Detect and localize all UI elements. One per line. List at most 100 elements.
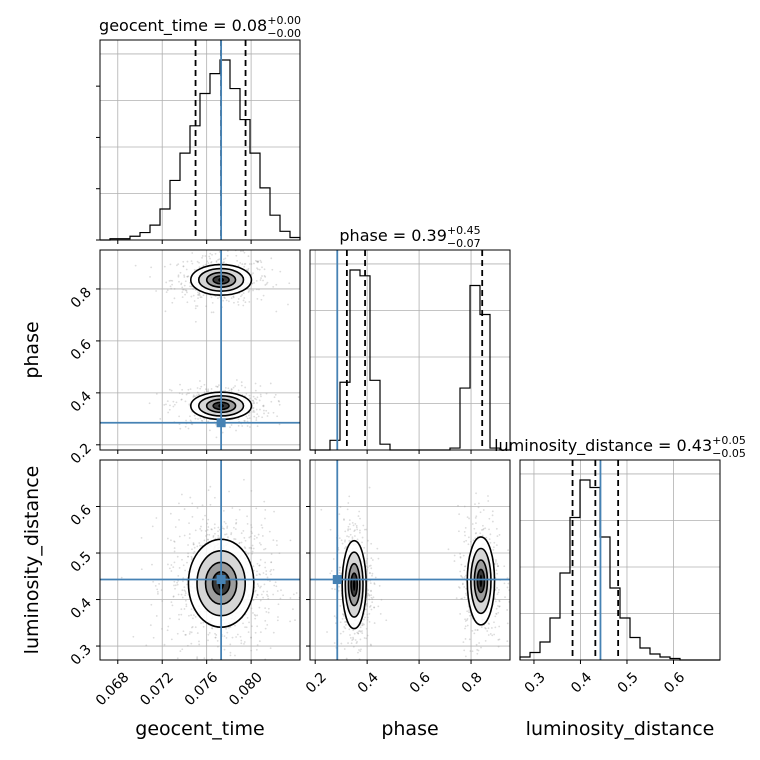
sample-point — [475, 643, 478, 646]
sample-point — [185, 419, 188, 422]
sample-point — [239, 635, 242, 638]
sample-point — [461, 576, 464, 579]
sample-point — [173, 584, 175, 587]
sample-point — [223, 261, 225, 264]
sample-point — [358, 510, 361, 513]
sample-point — [196, 394, 198, 397]
sample-point — [473, 527, 476, 530]
sample-point — [453, 554, 456, 557]
sample-point — [369, 564, 372, 567]
sample-point — [230, 533, 232, 536]
sample-point — [203, 657, 206, 660]
sample-point — [240, 532, 243, 535]
sample-point — [254, 259, 257, 262]
sample-point — [361, 624, 363, 627]
sample-point — [240, 381, 243, 384]
sample-point — [251, 282, 254, 285]
sample-point — [250, 263, 253, 265]
sample-point — [188, 614, 190, 617]
sample-point — [464, 565, 467, 568]
sample-point — [380, 598, 383, 601]
sample-point — [247, 267, 250, 270]
sample-point — [262, 404, 264, 407]
sample-point — [267, 607, 270, 610]
sample-point — [244, 262, 247, 265]
sample-point — [198, 643, 201, 646]
y-tick-label: 0.2 — [68, 440, 95, 467]
sample-point — [266, 281, 269, 284]
sample-point — [361, 541, 363, 544]
sample-point — [171, 283, 173, 286]
sample-point — [155, 290, 157, 292]
sample-point — [185, 393, 188, 396]
sample-point — [370, 542, 373, 545]
sample-point — [183, 586, 186, 589]
sample-point — [184, 425, 187, 428]
sample-point — [259, 543, 262, 546]
sample-point — [211, 301, 214, 304]
sample-point — [223, 297, 226, 300]
sample-point — [206, 390, 209, 393]
sample-point — [182, 577, 185, 579]
sample-point — [184, 569, 187, 572]
sample-point — [208, 255, 211, 258]
sample-point — [190, 260, 193, 263]
sample-point — [363, 552, 366, 554]
sample-point — [225, 627, 227, 630]
sample-point — [229, 643, 232, 646]
sample-point — [463, 505, 466, 508]
sample-point — [248, 289, 251, 292]
x-tick-label: 0.6 — [661, 669, 688, 696]
sample-point — [261, 416, 264, 419]
sample-point — [478, 642, 481, 644]
sample-point — [230, 297, 233, 300]
sample-point — [263, 268, 266, 271]
sample-point — [240, 384, 243, 387]
sample-point — [498, 589, 500, 591]
sample-point — [193, 395, 196, 398]
sample-point — [194, 395, 197, 398]
sample-point — [457, 504, 459, 507]
sample-point — [463, 576, 466, 578]
sample-point — [269, 647, 272, 650]
sample-point — [493, 621, 495, 624]
sample-point — [204, 530, 207, 532]
sample-point — [259, 586, 261, 589]
sample-point — [210, 311, 213, 314]
sample-point — [169, 512, 172, 515]
sample-point — [259, 385, 262, 387]
sample-point — [194, 626, 197, 629]
sample-point — [503, 582, 506, 585]
sample-point — [496, 593, 499, 596]
sample-point — [152, 580, 155, 583]
x-tick-label: 0.4 — [568, 669, 595, 696]
sample-point — [370, 594, 373, 597]
sample-point — [263, 500, 266, 503]
sample-point — [368, 565, 371, 567]
sample-point — [218, 251, 221, 253]
sample-point — [266, 576, 269, 579]
sample-point — [164, 310, 167, 313]
sample-point — [251, 532, 253, 535]
sample-point — [150, 603, 153, 606]
sample-point — [339, 621, 342, 624]
x-tick-label: 0.8 — [459, 669, 486, 696]
sample-point — [468, 614, 471, 617]
sample-point — [187, 388, 190, 391]
sample-point — [181, 589, 184, 592]
sample-point — [484, 527, 487, 530]
sample-point — [200, 529, 203, 532]
sample-point — [278, 552, 281, 555]
sample-point — [474, 537, 477, 540]
sample-point — [191, 262, 194, 265]
sample-point — [354, 535, 356, 537]
sample-point — [183, 284, 186, 287]
sample-point — [493, 563, 496, 565]
sample-point — [278, 403, 281, 406]
sample-point — [497, 645, 500, 648]
sample-point — [369, 643, 372, 646]
sample-point — [264, 517, 266, 520]
sample-point — [200, 296, 203, 299]
sample-point — [258, 640, 261, 643]
sample-point — [341, 542, 344, 545]
